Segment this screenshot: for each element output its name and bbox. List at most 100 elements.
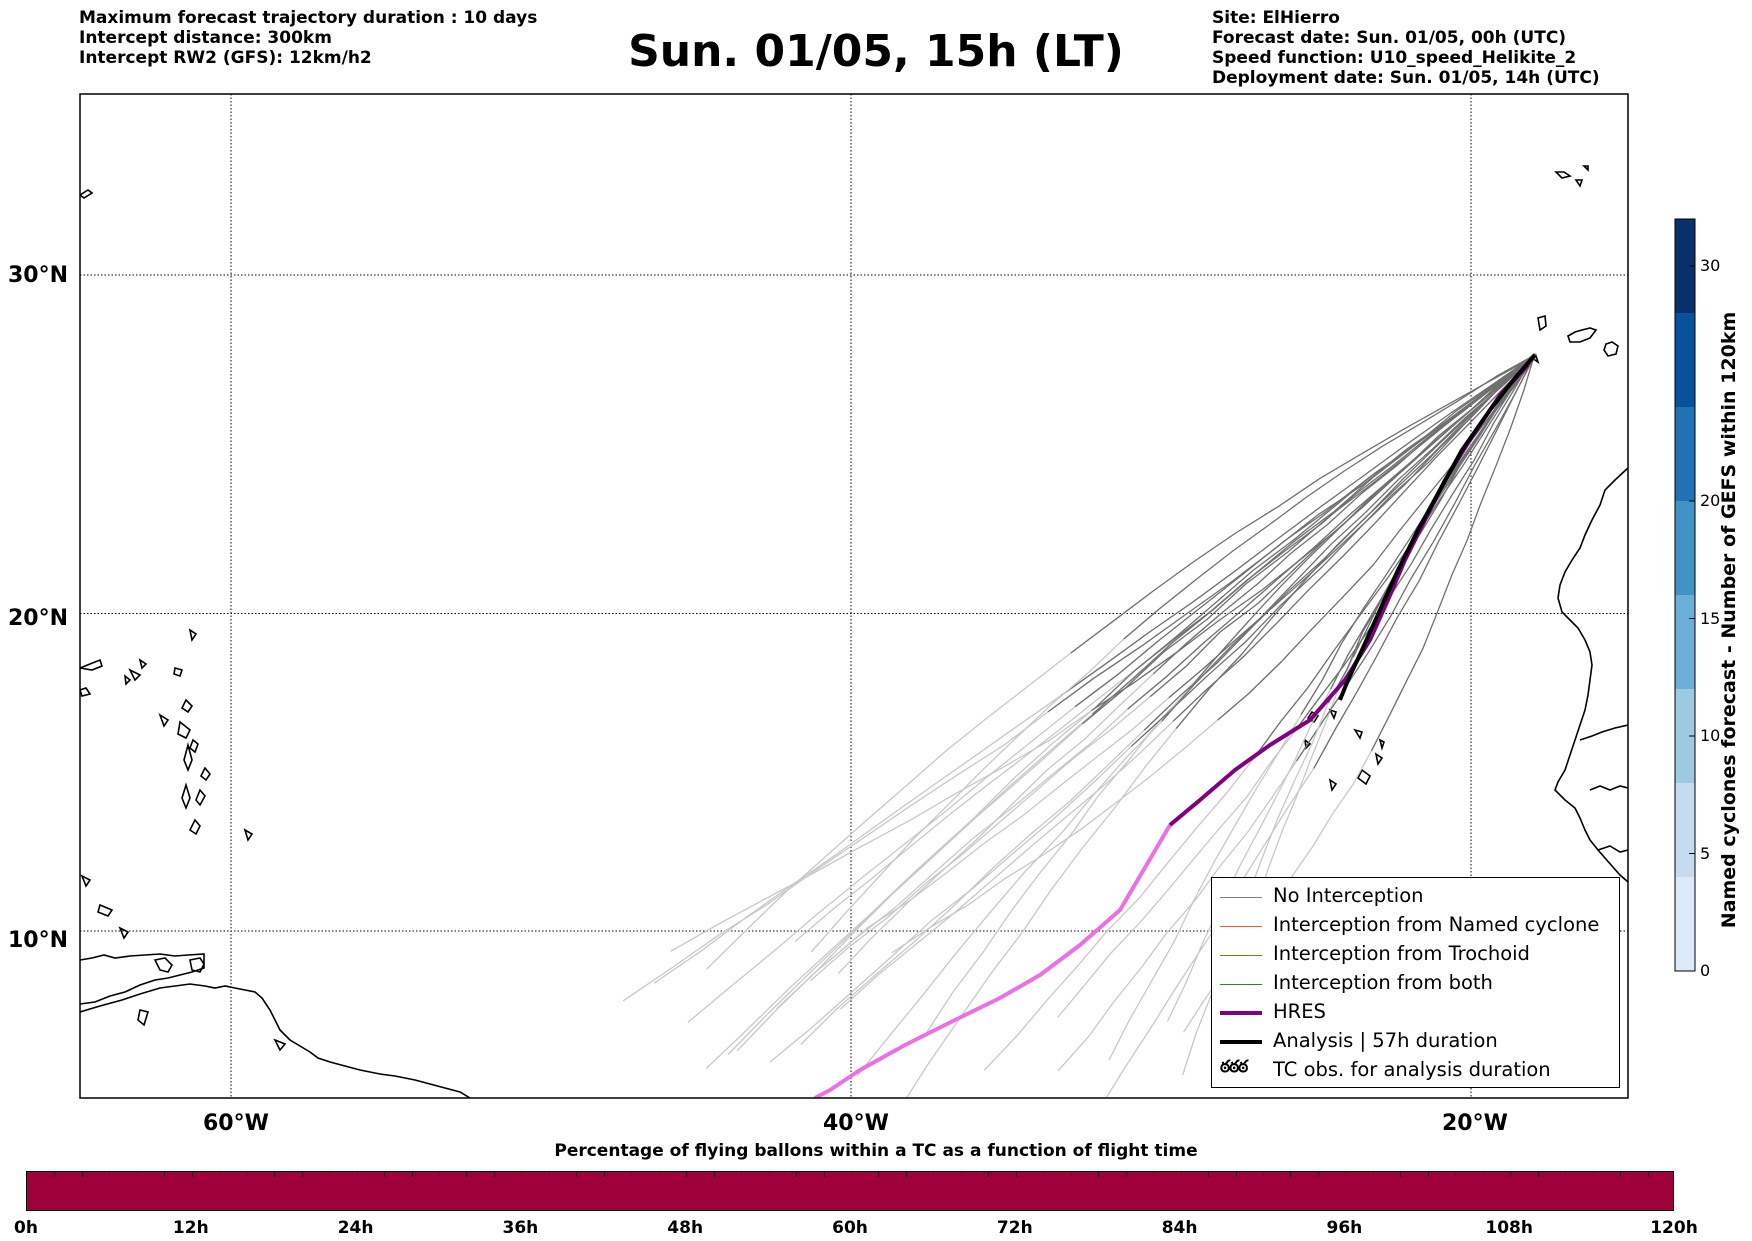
header-right-line: Forecast date: Sun. 01/05, 00h (UTC)	[1212, 28, 1567, 48]
flight-bar-minor-tick	[356, 1172, 358, 1177]
flight-bar-minor-tick	[411, 1172, 413, 1177]
flight-bar-minor-tick	[1565, 1172, 1567, 1177]
ensemble-trajectory	[1370, 355, 1535, 752]
flight-bar-minor-tick	[1592, 1172, 1594, 1177]
ensemble-trajectory	[1094, 355, 1535, 709]
flight-bar-minor-tick	[823, 1172, 825, 1177]
flight-bar-minor-tick	[1400, 1172, 1402, 1177]
header-left-line: Maximum forecast trajectory duration : 1…	[79, 8, 538, 28]
africa-coastline	[1554, 467, 1628, 883]
flight-bar-minor-tick	[191, 1172, 193, 1177]
madeira-islands	[1554, 165, 1589, 188]
flight-bar-minor-tick	[905, 1172, 907, 1177]
colorbar-segment	[1675, 783, 1695, 877]
colorbar-segment	[1675, 407, 1695, 501]
flight-bar-minor-tick	[988, 1172, 990, 1177]
coastlines	[80, 165, 1628, 1098]
flight-bar-title: Percentage of flying ballons within a TC…	[554, 1141, 1198, 1161]
flight-bar-minor-tick	[301, 1172, 303, 1177]
legend-item-hres: HRES	[1212, 999, 1617, 1028]
flight-bar-minor-tick	[493, 1172, 495, 1177]
ensemble-trajectory	[1175, 355, 1537, 730]
legend-label: No Interception	[1273, 884, 1424, 907]
flight-bar-minor-tick	[1235, 1172, 1237, 1177]
flight-bar-minor-tick	[219, 1172, 221, 1177]
flight-bar-minor-tick	[1208, 1172, 1210, 1177]
cape-verde-islands	[1303, 708, 1385, 793]
legend-label: Interception from both	[1273, 971, 1493, 994]
flight-bar-minor-tick	[1070, 1172, 1072, 1177]
flight-bar-minor-tick	[1125, 1172, 1127, 1177]
legend-item-tc-obs: ఠఠఠ TC obs. for analysis duration	[1212, 1057, 1617, 1086]
lon-label-40w: 40°W	[823, 1111, 889, 1136]
flight-bar-minor-tick	[1455, 1172, 1457, 1177]
legend-label: TC obs. for analysis duration	[1273, 1058, 1551, 1081]
flight-bar-minor-tick	[1290, 1172, 1292, 1177]
flight-bar-minor-tick	[1098, 1172, 1100, 1177]
lat-label-30n: 30°N	[8, 263, 69, 288]
flight-bar-minor-tick	[1427, 1172, 1429, 1177]
flight-bar-minor-tick	[658, 1172, 660, 1177]
header-right-line: Speed function: U10_speed_Helikite_2	[1212, 48, 1577, 68]
colorbar-tick-label: 10	[1700, 726, 1721, 745]
south-america-coastline	[80, 983, 471, 1098]
flight-bar-tick-label: 24h	[337, 1218, 374, 1238]
ensemble-trajectory	[1123, 354, 1535, 640]
flight-time-bar	[26, 1171, 1674, 1211]
bermuda-area	[80, 189, 94, 199]
flight-bar-tick-label: 96h	[1326, 1218, 1363, 1238]
ensemble-trajectory	[1313, 355, 1536, 769]
venezuela-detail	[153, 957, 173, 973]
hres-trajectory-light	[814, 798, 1202, 1098]
flight-bar-tick-label: 12h	[172, 1218, 209, 1238]
colorbar-ticks	[1689, 265, 1695, 972]
flight-bar-minor-tick	[1345, 1172, 1347, 1177]
flight-bar-tick-label: 60h	[832, 1218, 868, 1238]
flight-bar-minor-tick	[81, 1172, 83, 1177]
ensemble-trajectory	[1091, 353, 1537, 712]
flight-bar-minor-tick	[164, 1172, 166, 1177]
cyclone-colorbar	[1674, 218, 1696, 972]
colorbar-segment	[1675, 313, 1695, 407]
colorbar-segment	[1675, 501, 1695, 595]
legend-label: Interception from Named cyclone	[1273, 913, 1600, 936]
flight-bar-minor-tick	[1647, 1172, 1649, 1177]
flight-bar-minor-tick	[1263, 1172, 1264, 1177]
flight-bar-minor-tick	[521, 1172, 523, 1177]
ensemble-trajectory	[1168, 353, 1535, 699]
flight-bar-minor-tick	[1372, 1172, 1374, 1177]
lon-label-20w: 20°W	[1442, 1111, 1508, 1136]
flight-bar-minor-tick	[768, 1172, 770, 1177]
legend: No Interception Interception from Named …	[1211, 877, 1620, 1088]
colorbar-segment	[1675, 219, 1695, 313]
flight-bar-minor-tick	[1015, 1172, 1017, 1177]
flight-bar-minor-tick	[548, 1172, 550, 1177]
flight-bar-tick-label: 48h	[667, 1218, 704, 1238]
legend-swatch	[1220, 926, 1262, 927]
ensemble-trajectory	[1217, 355, 1536, 721]
ensemble-trajectory	[1161, 353, 1537, 722]
colorbar-segment	[1675, 689, 1695, 783]
colorbar-title: Named cyclones forecast - Number of GEFS…	[1718, 311, 1740, 929]
header-left-line: Intercept distance: 300km	[79, 28, 332, 48]
legend-swatch	[1220, 1011, 1262, 1015]
flight-bar-minor-tick	[1510, 1172, 1512, 1177]
legend-label: HRES	[1273, 1000, 1326, 1023]
flight-bar-minor-tick	[741, 1172, 743, 1177]
flight-bar-minor-tick	[713, 1172, 715, 1177]
flight-bar-minor-tick	[576, 1172, 578, 1177]
caribbean-coast	[80, 953, 205, 1005]
legend-swatch	[1220, 897, 1262, 898]
flight-bar-minor-tick	[1180, 1172, 1182, 1177]
trajectories	[622, 353, 1537, 1098]
tc-symbol-icon: ఠఠఠ	[1220, 1057, 1248, 1077]
flight-bar-minor-tick	[878, 1172, 880, 1177]
small-islands	[137, 713, 287, 1052]
map-frame	[79, 93, 1629, 1099]
ensemble-trajectory	[1081, 353, 1535, 725]
page-title: Sun. 01/05, 15h (LT)	[628, 26, 1124, 77]
flight-bar-tick-label: 120h	[1650, 1218, 1698, 1238]
flight-bar-tick-label: 0h	[14, 1218, 38, 1238]
flight-bar-minor-tick	[631, 1172, 633, 1177]
legend-swatch	[1220, 984, 1262, 985]
